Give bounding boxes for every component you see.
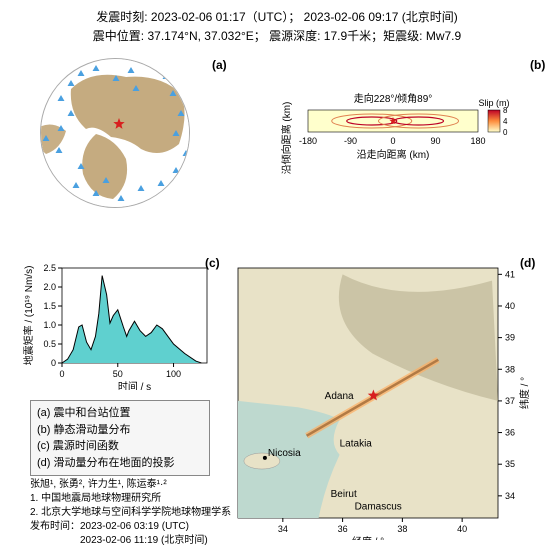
svg-text:走向228°/倾角89°: 走向228°/倾角89° (354, 92, 433, 105)
affil2: 2. 北京大学地球与空间科学学院地球物理学系 (30, 506, 231, 520)
slip-chart: 沿倾向距离 (km) 走向228°/倾角89° -180 -90 0 90 180 沿走向距离… (280, 88, 540, 178)
affil1: 1. 中国地震局地球物理研究所 (30, 492, 231, 506)
svg-text:34: 34 (505, 491, 515, 501)
svg-text:1.0: 1.0 (43, 320, 56, 330)
svg-text:40: 40 (457, 524, 467, 534)
legend-item: (d) 滑动量分布在地面的投影 (37, 455, 203, 472)
svg-text:36: 36 (338, 524, 348, 534)
svg-text:纬度 / °: 纬度 / ° (518, 377, 531, 409)
legend-box: (a) 震中和台站位置(b) 静态滑动量分布(c) 震源时间函数(d) 滑动量分… (30, 400, 210, 476)
svg-text:38: 38 (505, 364, 515, 374)
svg-text:100: 100 (166, 369, 181, 379)
svg-text:2.5: 2.5 (43, 263, 56, 273)
svg-text:0: 0 (390, 136, 395, 146)
stf-panel: (c) 05010000.51.01.52.02.5时间 / s地震矩率 / (… (20, 260, 220, 390)
credits: 张旭¹, 张勇², 许力生¹, 陈运泰¹·² 1. 中国地震局地球物理研究所 2… (30, 478, 231, 548)
globe-panel: (a) (40, 58, 230, 208)
legend-panel: (a) 震中和台站位置(b) 静态滑动量分布(c) 震源时间函数(d) 滑动量分… (30, 400, 210, 476)
svg-text:Damascus: Damascus (355, 502, 402, 513)
svg-text:沿倾向距离 (km): 沿倾向距离 (km) (280, 102, 293, 175)
svg-text:Nicosia: Nicosia (268, 448, 301, 459)
svg-text:39: 39 (505, 333, 515, 343)
svg-text:Beirut: Beirut (331, 489, 357, 500)
map: Adana Nicosia Latakia Beirut Damascus 34 36 38 4… (230, 260, 540, 540)
svg-text:2.0: 2.0 (43, 282, 56, 292)
location-line: 震中位置: 37.174°N, 37.032°E； 震源深度: 17.9千米；矩… (0, 27, 554, 46)
authors: 张旭¹, 张勇², 许力生¹, 陈运泰¹·² (30, 478, 231, 492)
svg-text:36: 36 (505, 428, 515, 438)
svg-text:-90: -90 (344, 136, 357, 146)
svg-text:0: 0 (503, 128, 508, 137)
svg-text:4: 4 (503, 117, 508, 126)
svg-text:-180: -180 (299, 136, 317, 146)
header: 发震时刻: 2023-02-06 01:17（UTC）； 2023-02-06 … (0, 0, 554, 50)
slip-panel: (b) 沿倾向距离 (km)走向228°/倾角89°-180-90090180沿… (280, 88, 540, 178)
svg-text:41: 41 (505, 269, 515, 279)
legend-item: (c) 震源时间函数 (37, 438, 203, 455)
svg-text:180: 180 (470, 136, 485, 146)
map-panel: (d) AdanaNicosiaLatakiaBeirutDamascus343… (230, 260, 540, 540)
svg-text:地震矩率 / (10¹⁹ Nm/s): 地震矩率 / (10¹⁹ Nm/s) (22, 266, 35, 366)
svg-text:90: 90 (430, 136, 440, 146)
legend-item: (a) 震中和台站位置 (37, 405, 203, 422)
label-c: (c) (205, 256, 220, 270)
svg-text:时间 / s: 时间 / s (118, 380, 151, 390)
svg-text:经度 / °: 经度 / ° (352, 535, 384, 540)
pub-time1: 发布时间：2023-02-06 03:19 (UTC) (30, 520, 231, 534)
label-b: (b) (530, 58, 545, 72)
svg-text:1.5: 1.5 (43, 301, 56, 311)
origin-time: 发震时刻: 2023-02-06 01:17（UTC）； 2023-02-06 … (0, 8, 554, 27)
svg-text:37: 37 (505, 396, 515, 406)
svg-text:沿走向距离 (km): 沿走向距离 (km) (357, 148, 430, 161)
svg-text:0.5: 0.5 (43, 339, 56, 349)
svg-text:8: 8 (503, 106, 508, 115)
pub-time2: 2023-02-06 11:19 (北京时间) (30, 534, 231, 548)
stf-chart: 0 50 100 0 0.5 1.0 1.5 2.0 2.5 时间 / s 地震矩率 / (10¹⁹… (20, 260, 220, 390)
svg-text:50: 50 (113, 369, 123, 379)
svg-text:Adana: Adana (325, 391, 354, 402)
svg-text:40: 40 (505, 301, 515, 311)
svg-text:0: 0 (51, 358, 56, 368)
svg-text:38: 38 (397, 524, 407, 534)
globe (40, 58, 190, 208)
label-a: (a) (212, 58, 227, 72)
svg-text:35: 35 (505, 459, 515, 469)
svg-text:34: 34 (278, 524, 288, 534)
svg-text:Latakia: Latakia (340, 438, 373, 449)
svg-text:0: 0 (59, 369, 64, 379)
legend-item: (b) 静态滑动量分布 (37, 422, 203, 439)
label-d: (d) (520, 256, 535, 270)
